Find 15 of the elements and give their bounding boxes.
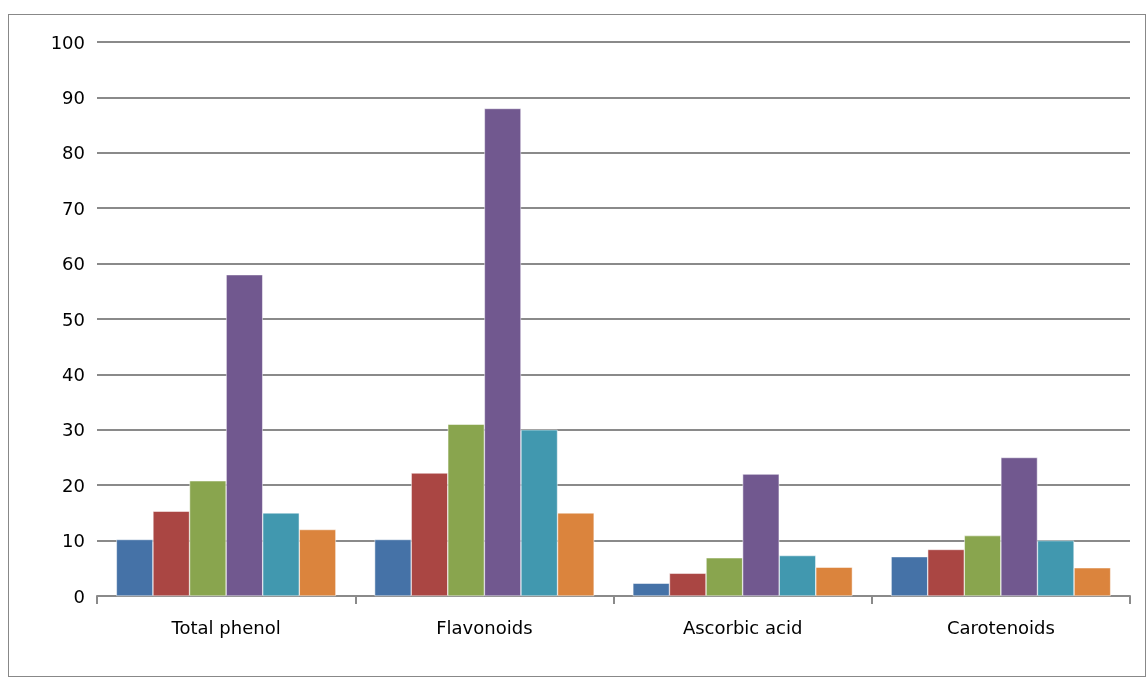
y-tick-label: 70 [62, 197, 85, 219]
x-tick-label: Ascorbic acid [682, 616, 803, 638]
x-tick-label: Carotenoids [946, 616, 1055, 638]
y-tick-label: 10 [62, 530, 85, 552]
y-tick-label: 40 [62, 363, 85, 385]
x-tick-label: Flavonoids [436, 616, 533, 638]
y-tick-label: 100 [50, 31, 85, 53]
y-tick-label: 80 [62, 142, 85, 164]
x-tick-label: Total phenol [170, 616, 281, 638]
y-tick-label: 20 [62, 474, 85, 496]
y-tick-label: 60 [62, 253, 85, 275]
y-tick-label: 50 [62, 308, 85, 330]
y-tick-label: 90 [62, 86, 85, 108]
y-tick-label: 30 [62, 419, 85, 441]
y-tick-label: 0 [73, 585, 85, 607]
